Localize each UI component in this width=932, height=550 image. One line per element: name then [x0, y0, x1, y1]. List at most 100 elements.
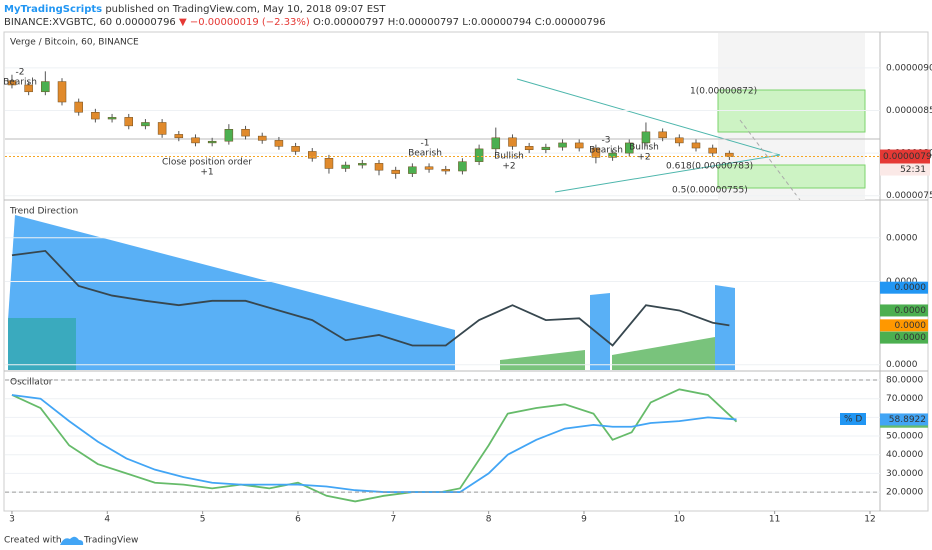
value-box	[880, 413, 928, 426]
signal-label: Bullish	[494, 152, 524, 162]
candle-body	[675, 137, 684, 144]
candle-body	[574, 142, 584, 149]
tag-label: % D	[844, 415, 862, 425]
candle-body	[191, 137, 200, 144]
candle-body	[658, 131, 667, 139]
candle-body	[358, 163, 367, 166]
candle-body	[107, 117, 117, 120]
y-tick-label: 70.0000	[886, 394, 923, 404]
candle-body	[141, 122, 150, 127]
candle-body	[57, 81, 67, 103]
trend-cloud	[8, 318, 76, 370]
candle-body	[491, 137, 501, 150]
candle-body	[441, 169, 450, 172]
signal-label: +1	[200, 168, 213, 178]
candle-body	[374, 163, 384, 171]
x-tick-label: 6	[295, 515, 301, 525]
x-tick-label: 12	[864, 515, 875, 525]
signal-label: +2	[637, 153, 650, 163]
x-tick-label: 8	[486, 515, 492, 525]
pane-title: Oscillator	[10, 378, 53, 388]
x-tick-label: 4	[104, 515, 110, 525]
candle-body	[291, 146, 300, 152]
signal-label: Bearish	[3, 78, 37, 88]
y-tick-label: 0.00000750	[886, 191, 932, 201]
candle-body	[124, 117, 133, 127]
signal-label: Close position order	[162, 158, 252, 168]
candle-body	[224, 129, 234, 142]
y-tick-label: 30.0000	[886, 469, 923, 479]
candle-body	[541, 146, 551, 150]
candle-body	[257, 135, 267, 141]
value-box-label: 0.0000	[895, 283, 927, 293]
candle-body	[341, 164, 350, 169]
candle-body	[7, 80, 17, 86]
candle-body	[24, 84, 33, 93]
countdown-box	[880, 163, 930, 176]
trend-line	[554, 154, 781, 193]
frame	[3, 31, 929, 512]
signal-label: +2	[502, 162, 515, 172]
pane-title: Verge / Bitcoin, 60, BINANCE	[10, 38, 139, 48]
candle-body	[691, 142, 701, 149]
author-link[interactable]: MyTradingScripts	[4, 4, 102, 15]
trend-line	[516, 78, 781, 156]
candle-body	[458, 161, 467, 172]
value-box-label: 0.0000	[895, 333, 927, 343]
published: published on TradingView.com, May 10, 20…	[105, 4, 386, 15]
candle-body	[474, 148, 484, 162]
tag-box	[840, 413, 866, 425]
candle-body	[708, 147, 717, 154]
brand-logo	[60, 536, 84, 545]
signal-label: Bearish	[589, 146, 623, 156]
x-tick-label: 7	[390, 515, 396, 525]
x-tick-label: 5	[200, 515, 206, 525]
last-price-box	[880, 149, 930, 164]
fib-label: 0.618(0.00000783)	[666, 162, 753, 172]
candle-body	[558, 142, 567, 148]
trend-cloud	[590, 293, 610, 370]
y-tick-label: 0.0000	[886, 233, 918, 243]
series-line	[11, 394, 737, 493]
footer-brand[interactable]: TradingView	[83, 536, 138, 546]
value-box	[880, 331, 928, 344]
y-tick-label: 80.0000	[886, 376, 923, 386]
fib-label: 0.5(0.00000755)	[672, 186, 748, 196]
value-box-label: 0.0000	[895, 306, 927, 316]
projection-line	[739, 119, 801, 201]
candle-body	[508, 137, 517, 147]
y-tick-label: 0.0000	[886, 360, 918, 370]
countdown: 52:31	[900, 165, 926, 175]
x-tick-label: 11	[769, 515, 780, 525]
trend-cloud	[612, 337, 715, 370]
footer-created: Created with	[4, 536, 62, 546]
signal-label: -3	[602, 136, 611, 146]
candle-body	[391, 169, 400, 174]
candle-body	[74, 101, 83, 113]
candle-body	[725, 152, 734, 157]
layout	[3, 31, 929, 545]
signal-label: Bearish	[408, 149, 442, 159]
x-tick-label: 9	[581, 515, 587, 525]
y-tick-label: 40.0000	[886, 450, 923, 460]
candle-body	[274, 140, 284, 147]
ohlc: O:0.00000797 H:0.00000797 L:0.00000794 C…	[313, 17, 606, 28]
y-tick-label: 50.0000	[886, 432, 923, 442]
trend-cloud	[8, 215, 455, 370]
x-tick-label: 3	[9, 515, 15, 525]
candle-body	[625, 142, 634, 154]
candle-body	[241, 129, 250, 137]
candle-body	[408, 166, 417, 174]
value-box-label: 0.0000	[895, 321, 927, 331]
candle-body	[308, 151, 317, 159]
candle-body	[174, 134, 184, 139]
candle-body	[424, 166, 434, 170]
change: ▼ −0.00000019 (−2.33%)	[179, 17, 310, 28]
candle-body	[157, 122, 167, 135]
series-line	[11, 249, 730, 347]
value-box	[880, 281, 928, 294]
